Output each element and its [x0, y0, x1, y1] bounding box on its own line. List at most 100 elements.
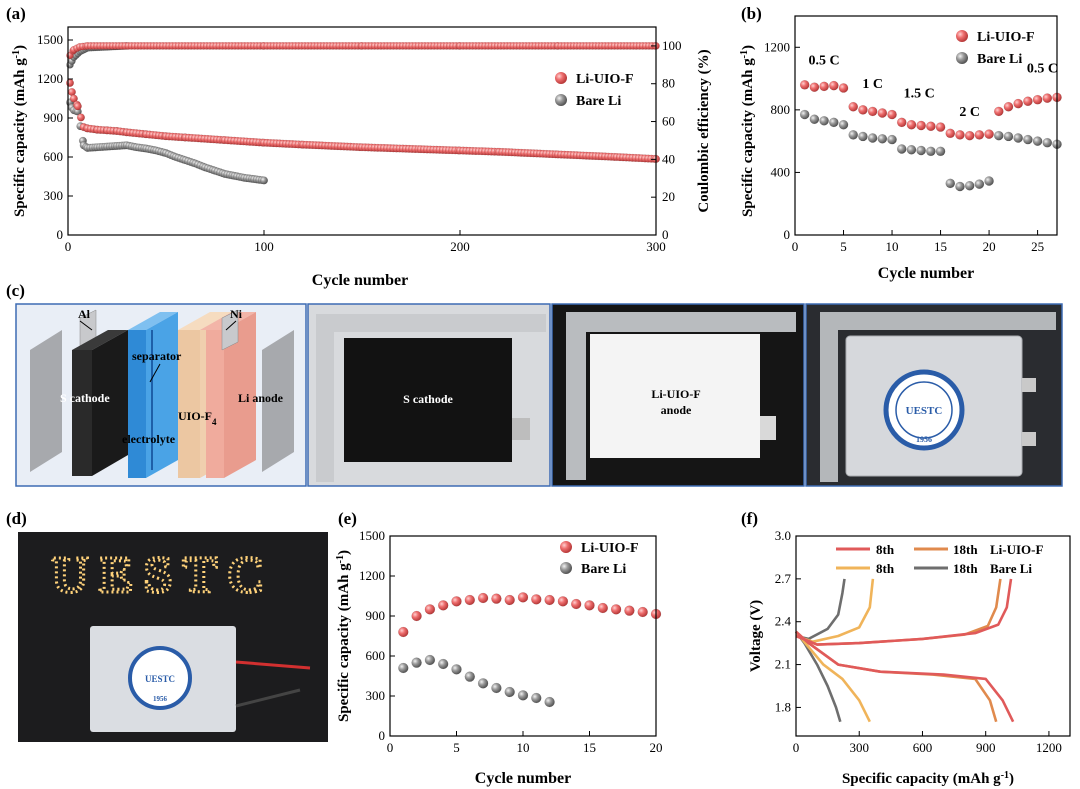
bare-li-point — [935, 146, 946, 157]
al-label: Al — [78, 307, 91, 321]
rate-annotation: 0.5 C — [809, 53, 840, 68]
panel-d-photo: UESTC UESTC 1956 — [18, 532, 328, 742]
panel-a-y2label: Coulombic efficiency (%) — [696, 49, 712, 212]
panel-c-photo-pouch: UESTC 1956 — [805, 303, 1063, 487]
panel-label-d: (d) — [6, 509, 27, 528]
rate-annotation: 1.5 C — [904, 86, 935, 101]
bare-li-point — [398, 662, 409, 674]
bare-li-point — [437, 658, 449, 670]
panel-b-plot-area — [799, 79, 1062, 192]
x-tick-label: 900 — [976, 740, 996, 755]
y-tick-label: 1500 — [359, 528, 385, 543]
li-uio-f-point — [964, 130, 975, 141]
li-uio-f-point — [819, 81, 829, 92]
ni-tab — [221, 309, 239, 351]
li-uio-f-point — [398, 626, 409, 638]
black-wire — [235, 688, 301, 708]
panel-f-chart: 0 300 600 900 1200 1.8 2.1 2.4 2.7 3.0 Specific c… — [748, 528, 1071, 788]
li-uio-f-point — [887, 109, 897, 120]
bare-li-point — [993, 130, 1004, 141]
y-tick-label: 2.1 — [775, 657, 791, 672]
bare-li-point — [451, 664, 462, 675]
li-uio-f-point — [916, 120, 926, 131]
legend-li-label: Li-UIO-F — [977, 30, 1035, 45]
rate-annotation: 2 C — [959, 105, 980, 120]
x-tick-label: 25 — [1031, 239, 1044, 254]
legend-marker-bare — [956, 52, 968, 64]
panel-f-frame — [795, 535, 1071, 737]
bare-li-point — [1042, 137, 1053, 148]
li-uio-f-point — [858, 105, 868, 115]
ni-label: Ni — [230, 307, 243, 321]
panel-a-xlabel: Cycle number — [312, 272, 408, 289]
bare-li-point — [477, 678, 489, 689]
panel-label-c: (c) — [6, 281, 25, 300]
y-tick-label: 0 — [784, 227, 791, 242]
legend-li-group: Li-UIO-F — [990, 542, 1044, 557]
logo-text: UESTC — [145, 674, 175, 684]
uio-top — [178, 312, 232, 330]
li-uio-f-point — [867, 106, 878, 117]
y2-tick-label: 100 — [662, 38, 682, 53]
legend-marker-bare — [560, 562, 572, 574]
y-tick-label: 400 — [771, 164, 791, 179]
voltage-curve-charge — [795, 578, 846, 641]
bare-li-point — [964, 180, 975, 191]
legend-bare8-label: 8th — [876, 561, 895, 576]
y-tick-label: 1200 — [359, 568, 385, 583]
ruler-vertical — [316, 314, 334, 482]
li-uio-f-point — [877, 108, 888, 118]
panel-c-schematic: Al Ni separator S cathode Li anode UIO-F… — [15, 303, 307, 487]
logo-year: 1956 — [916, 435, 932, 444]
current-collector-right — [262, 330, 294, 472]
panel-a-plot-area — [65, 42, 661, 185]
legend-bare18-label: 18th — [953, 561, 978, 576]
y-tick-label: 300 — [44, 188, 64, 203]
panel-a-frame — [67, 26, 657, 236]
x-tick-label: 300 — [646, 239, 666, 254]
x-tick-label: 1200 — [1036, 740, 1062, 755]
li-uio-f-point — [809, 82, 820, 93]
photo-anode-label-1: Li-UIO-F — [651, 387, 700, 401]
anode-front — [206, 330, 224, 478]
ruler-vertical — [566, 312, 586, 480]
li-uio-f-point — [73, 102, 82, 111]
li-anode-label: Li anode — [238, 391, 284, 405]
uestc-logo — [128, 646, 192, 710]
cathode-front — [72, 350, 92, 476]
y2-tick-label: 40 — [662, 151, 675, 166]
separator-label: separator — [132, 349, 182, 363]
voltage-curve-discharge — [795, 630, 1015, 723]
legend-li8-label: 8th — [876, 542, 895, 557]
bare-li-point — [858, 131, 868, 142]
y-tick-label: 0 — [379, 728, 386, 743]
panel-f-plot-area — [794, 578, 1015, 723]
bare-li-point — [896, 144, 907, 154]
li-uio-f-point — [65, 78, 75, 87]
bare-li-point — [531, 692, 542, 704]
li-uio-f-point — [896, 117, 907, 128]
x-tick-label: 0 — [387, 740, 394, 755]
bare-li-point — [926, 146, 936, 157]
legend-marker-li — [956, 30, 968, 42]
panel-c-photo-anode: Li-UIO-F anode — [551, 303, 805, 487]
panel-b-xlabel: Cycle number — [878, 265, 974, 282]
li-uio-f-point — [1023, 96, 1033, 107]
bare-li-point — [828, 117, 839, 128]
photo-cathode-label: S cathode — [403, 392, 453, 406]
panel-b-chart: 0 5 10 15 20 25 0 400 800 1200 Cycle number Speci… — [739, 15, 1062, 282]
bare-li-point — [916, 145, 926, 156]
li-uio-f-point — [974, 130, 985, 140]
bare-li-point — [974, 179, 985, 190]
li-uio-f-point — [76, 113, 85, 122]
bare-li-point — [799, 109, 810, 120]
panel-f-xlabel: Specific capacity (mAh g-1) — [842, 770, 1014, 788]
y-tick-label: 600 — [366, 648, 386, 663]
panel-a-chart: 0 100 200 300030060090012001500020406080100… — [11, 26, 712, 289]
electrolyte-top — [128, 312, 178, 330]
y-tick-label: 3.0 — [775, 528, 791, 543]
bare-li-point — [877, 133, 888, 144]
li-uio-f-point — [838, 83, 849, 93]
bare-li-point — [424, 654, 436, 666]
y2-tick-label: 0 — [662, 227, 669, 242]
